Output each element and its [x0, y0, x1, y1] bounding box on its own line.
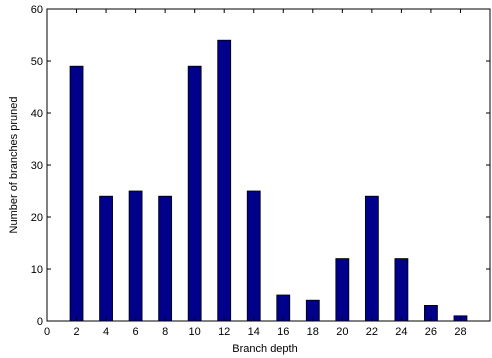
bar-depth-22: [364, 195, 379, 322]
y-tick-label-30: 30: [31, 160, 43, 172]
bar-depth-10: [187, 65, 202, 322]
plot-frame: [46, 8, 491, 322]
x-tick-label-18: 18: [307, 326, 319, 338]
y-tick-label-20: 20: [31, 212, 43, 224]
y-tick-label-0: 0: [37, 316, 43, 328]
bar-depth-8: [158, 195, 173, 322]
bars-group: [69, 39, 468, 322]
x-tick-label-0: 0: [44, 326, 50, 338]
y-tick-label-10: 10: [31, 264, 43, 276]
x-tick-label-8: 8: [162, 326, 168, 338]
y-tick-label-50: 50: [31, 56, 43, 68]
bar-depth-6: [128, 190, 143, 322]
x-tick-label-12: 12: [218, 326, 230, 338]
y-axis-title: Number of branches pruned: [8, 97, 20, 234]
plot-area: [46, 8, 491, 322]
x-tick-label-2: 2: [73, 326, 79, 338]
x-tick-label-10: 10: [189, 326, 201, 338]
y-tick-label-40: 40: [31, 108, 43, 120]
bar-depth-2: [69, 65, 84, 322]
ticks-group: [46, 8, 490, 322]
x-tick-label-28: 28: [454, 326, 466, 338]
x-tick-label-24: 24: [395, 326, 407, 338]
x-tick-label-26: 26: [425, 326, 437, 338]
bar-depth-24: [394, 258, 409, 322]
x-tick-label-4: 4: [103, 326, 109, 338]
bar-depth-4: [99, 195, 113, 322]
y-tick-label-60: 60: [31, 4, 43, 16]
bar-depth-12: [217, 39, 232, 322]
bar-depth-20: [335, 258, 350, 322]
x-tick-label-14: 14: [248, 326, 260, 338]
x-tick-label-16: 16: [277, 326, 289, 338]
bar-depth-14: [246, 190, 261, 322]
x-tick-label-20: 20: [336, 326, 348, 338]
x-tick-label-22: 22: [366, 326, 378, 338]
x-axis-title: Branch depth: [232, 343, 297, 355]
x-tick-label-6: 6: [133, 326, 139, 338]
